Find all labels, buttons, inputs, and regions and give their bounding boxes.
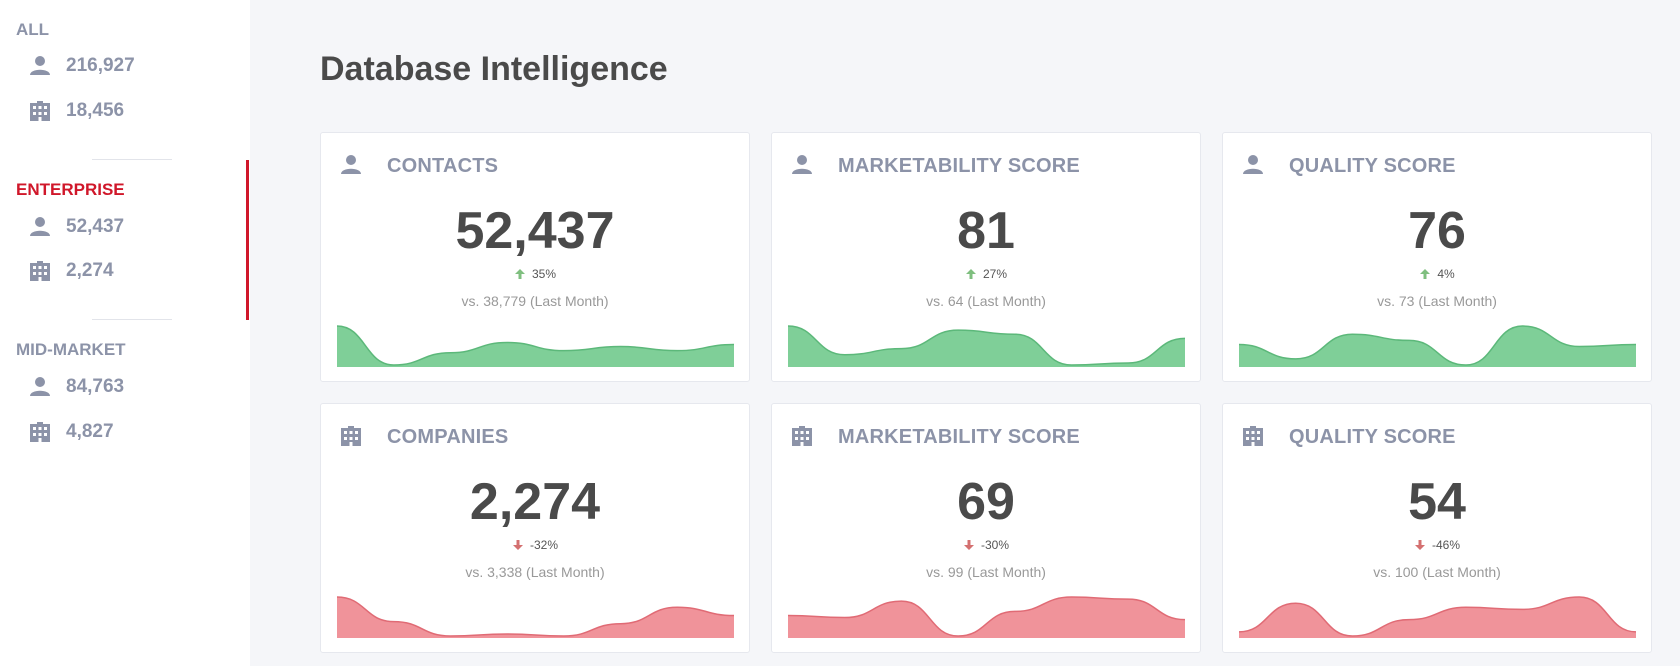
- segment-divider: [92, 159, 172, 160]
- arrow-up-icon: [514, 269, 525, 279]
- sparkline: [1239, 325, 1636, 367]
- person-icon: [1241, 153, 1265, 177]
- card-change-text: 4%: [1437, 267, 1455, 281]
- segment-companies-row[interactable]: 2,274: [28, 259, 114, 283]
- segment-companies-row[interactable]: 18,456: [28, 99, 124, 123]
- card-value: 76: [1408, 202, 1466, 260]
- segment-title: ENTERPRISE: [16, 180, 125, 199]
- segment-companies-count: 18,456: [66, 100, 125, 121]
- card-change: 4%: [1223, 267, 1651, 281]
- segment-title: ALL: [16, 20, 50, 39]
- card-change: -32%: [321, 538, 749, 552]
- person-icon: [28, 54, 52, 78]
- metric-card[interactable]: QUALITY SCORE 76 4% vs. 73 (Last Month): [1222, 132, 1652, 382]
- card-compare: vs. 64 (Last Month): [926, 293, 1046, 309]
- arrow-down-icon: [963, 540, 974, 550]
- card-change-text: -46%: [1431, 538, 1460, 552]
- card-value: 2,274: [469, 473, 601, 531]
- card-compare: vs. 38,779 (Last Month): [461, 293, 609, 309]
- building-icon: [28, 259, 52, 283]
- sparkline-line: [337, 596, 734, 637]
- metric-card[interactable]: QUALITY SCORE 54 -46% vs. 100 (Last Mont…: [1222, 403, 1652, 653]
- card-change: -46%: [1223, 538, 1651, 552]
- card-title: CONTACTS: [387, 155, 499, 177]
- card-change: 35%: [321, 267, 749, 281]
- card-change-text: 35%: [531, 267, 557, 281]
- card-value: 52,437: [455, 202, 615, 260]
- building-icon: [28, 99, 52, 123]
- sparkline: [1239, 596, 1636, 638]
- segment-contacts-row[interactable]: 84,763: [28, 375, 124, 399]
- card-compare: vs. 3,338 (Last Month): [465, 564, 605, 580]
- card-title: COMPANIES: [387, 426, 509, 448]
- segment-contacts-row[interactable]: 216,927: [28, 54, 135, 78]
- card-compare: vs. 100 (Last Month): [1373, 564, 1501, 580]
- card-change-text: -30%: [980, 538, 1009, 552]
- sidebar: ALL 216,927 18,456 ENTERPRISE 52,437: [0, 0, 250, 666]
- sparkline: [337, 325, 734, 367]
- sparkline-area: [337, 597, 734, 638]
- segment-divider: [92, 319, 172, 320]
- sparkline: [337, 596, 734, 638]
- card-change: -30%: [772, 538, 1200, 552]
- segment-title: MID-MARKET: [16, 340, 126, 359]
- person-icon: [28, 215, 52, 239]
- sparkline-area: [788, 326, 1185, 367]
- card-value: 81: [957, 202, 1015, 260]
- sparkline-area: [1239, 597, 1636, 638]
- sparkline-line: [788, 596, 1185, 637]
- segment-contacts-count: 52,437: [66, 216, 125, 237]
- segment-contacts-row[interactable]: 52,437: [28, 215, 124, 239]
- segment-contacts-count: 84,763: [66, 376, 125, 397]
- sparkline-line: [337, 325, 734, 366]
- card-title: MARKETABILITY SCORE: [838, 155, 1080, 177]
- sparkline-area: [337, 326, 734, 367]
- card-value: 54: [1408, 473, 1466, 531]
- metric-card[interactable]: CONTACTS 52,437 35% vs. 38,779 (Last Mon…: [320, 132, 750, 382]
- card-value: 69: [957, 473, 1015, 531]
- segment-companies-count: 2,274: [66, 260, 114, 281]
- active-segment-indicator: [246, 160, 249, 320]
- arrow-down-icon: [512, 540, 523, 550]
- building-icon: [28, 420, 52, 444]
- person-icon: [28, 375, 52, 399]
- card-title: QUALITY SCORE: [1289, 426, 1456, 448]
- metric-card[interactable]: COMPANIES 2,274 -32% vs. 3,338 (Last Mon…: [320, 403, 750, 653]
- card-change-text: -32%: [529, 538, 558, 552]
- segment-contacts-count: 216,927: [66, 55, 135, 76]
- sparkline: [788, 596, 1185, 638]
- card-title: MARKETABILITY SCORE: [838, 426, 1080, 448]
- person-icon: [790, 153, 814, 177]
- card-change: 27%: [772, 267, 1200, 281]
- card-change-text: 27%: [982, 267, 1008, 281]
- segment-companies-row[interactable]: 4,827: [28, 420, 114, 444]
- sparkline-area: [1239, 326, 1636, 367]
- arrow-down-icon: [1414, 540, 1425, 550]
- arrow-up-icon: [1420, 269, 1431, 279]
- sparkline-line: [788, 325, 1185, 366]
- sparkline-line: [1239, 325, 1636, 366]
- page-title: Database Intelligence: [320, 50, 668, 88]
- sparkline: [788, 325, 1185, 367]
- card-title: QUALITY SCORE: [1289, 155, 1456, 177]
- metric-card[interactable]: MARKETABILITY SCORE 81 27% vs. 64 (Last …: [771, 132, 1201, 382]
- card-compare: vs. 99 (Last Month): [926, 564, 1046, 580]
- building-icon: [1241, 424, 1265, 448]
- arrow-up-icon: [965, 269, 976, 279]
- segment-companies-count: 4,827: [66, 421, 114, 442]
- building-icon: [339, 424, 363, 448]
- sparkline-area: [788, 597, 1185, 638]
- metric-card[interactable]: MARKETABILITY SCORE 69 -30% vs. 99 (Last…: [771, 403, 1201, 653]
- building-icon: [790, 424, 814, 448]
- person-icon: [339, 153, 363, 177]
- sparkline-line: [1239, 596, 1636, 637]
- card-compare: vs. 73 (Last Month): [1377, 293, 1497, 309]
